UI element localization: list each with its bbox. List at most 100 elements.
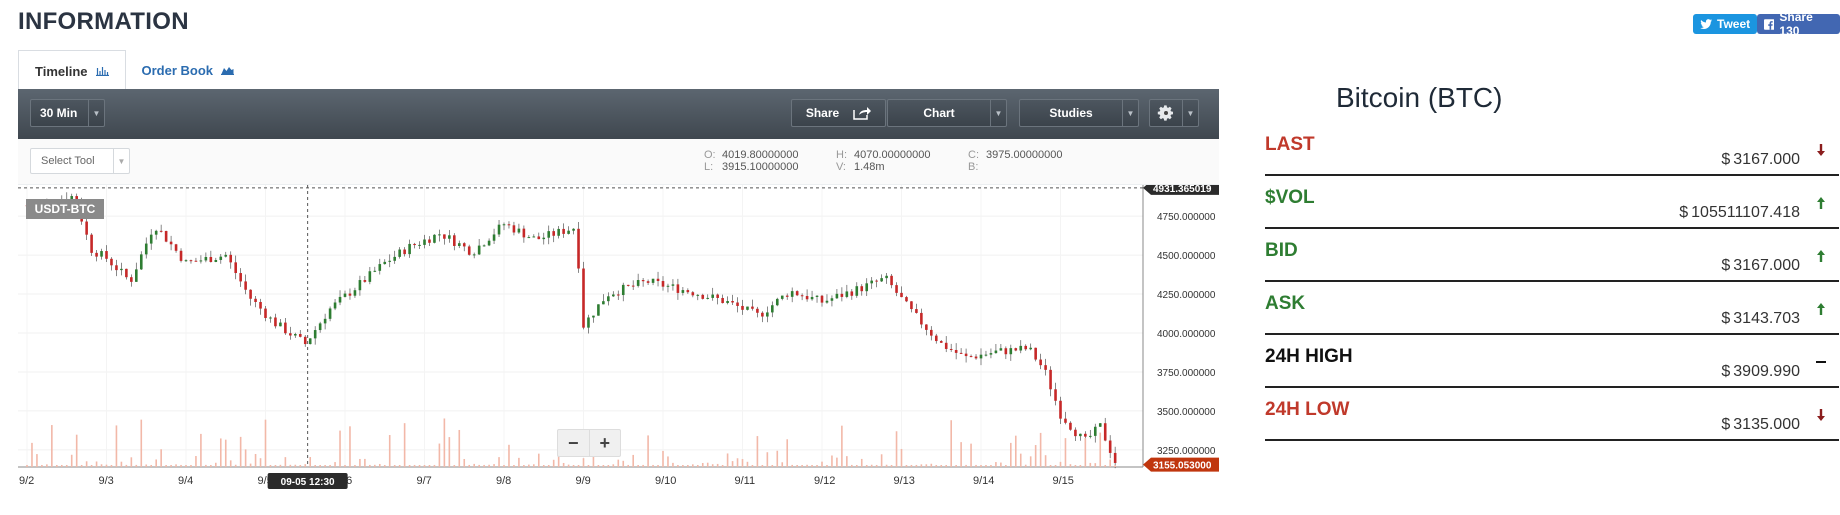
volume-bar: [513, 464, 515, 467]
y-tick-label: 4250.000000: [1157, 290, 1216, 301]
candle-body: [865, 283, 869, 292]
volume-bar: [473, 463, 475, 467]
zoom-out-button[interactable]: −: [558, 430, 590, 456]
volume-bar: [930, 463, 933, 467]
chevron-down-icon: ▼: [1122, 100, 1138, 126]
y-tick-label: 4500.000000: [1157, 251, 1216, 262]
candle-body: [125, 268, 128, 278]
candle-body: [338, 296, 342, 303]
volume-bar: [627, 464, 630, 467]
volume-bar: [378, 463, 381, 467]
candle-body: [761, 312, 764, 317]
interval-dropdown[interactable]: 30 Min ▼: [30, 99, 105, 127]
volume-bar: [80, 464, 83, 467]
chevron-down-icon: ▼: [113, 149, 129, 173]
share-button[interactable]: Share: [791, 99, 886, 127]
share-icon: [853, 107, 872, 120]
volume-bar: [746, 461, 749, 467]
candle-body: [234, 262, 237, 274]
volume-bar: [1059, 461, 1062, 467]
volume-bar: [210, 465, 212, 467]
candle-body: [438, 234, 441, 236]
candle-body: [934, 335, 938, 342]
x-tick-label: 9/3: [99, 475, 114, 487]
candle-body: [239, 273, 242, 282]
market-title: Bitcoin (BTC): [1336, 82, 1503, 113]
volume-bar: [831, 455, 833, 467]
tweet-button[interactable]: Tweet: [1693, 14, 1758, 34]
volume-bar: [617, 459, 620, 467]
volume-bar: [597, 464, 600, 467]
facebook-share-button[interactable]: Share 130: [1757, 10, 1840, 38]
stat-label: $VOL: [1265, 187, 1315, 208]
candle-body: [453, 235, 456, 246]
volume-bar: [612, 464, 615, 467]
ohlc-close-b: C: 3975.00000000 B:: [968, 149, 1063, 173]
select-tool-dropdown[interactable]: Select Tool ▼: [30, 148, 130, 174]
candle-body: [144, 243, 148, 255]
candle-body: [249, 289, 252, 299]
tab-order-book[interactable]: Order Book: [126, 50, 251, 90]
symbol-tag: [26, 199, 104, 219]
stat-label: 24H HIGH: [1265, 346, 1353, 367]
facebook-share-label: Share 130: [1779, 10, 1813, 38]
candlestick-plot[interactable]: 4750.000000 4500.000000 4250.000000 4000.00…: [18, 185, 1219, 497]
candle-body: [139, 254, 143, 270]
settings-dropdown[interactable]: ▼: [1149, 99, 1199, 127]
candle-body: [472, 254, 476, 256]
y-tick-label: 4750.000000: [1157, 212, 1216, 223]
volume-bar: [1014, 435, 1017, 467]
volume-bar: [855, 464, 858, 467]
candle-body: [616, 294, 620, 296]
volume-bar: [920, 464, 923, 467]
volume-bar: [1084, 438, 1087, 467]
chart-type-dropdown[interactable]: Chart ▼: [887, 99, 1007, 127]
volume-bar: [249, 463, 252, 467]
candle-body: [602, 301, 605, 305]
candle-body: [1103, 423, 1107, 441]
twitter-icon: [1700, 19, 1712, 29]
volume-bar: [955, 464, 957, 467]
volume-bar: [547, 464, 550, 467]
volume-bar: [478, 464, 480, 467]
candle-body: [298, 334, 302, 337]
price-chart[interactable]: Select Tool ▼ O: 4019.80000000 L: 3915.100…: [18, 139, 1219, 497]
volume-bar: [523, 465, 525, 467]
volume-bar: [329, 464, 331, 467]
candle-body: [850, 291, 854, 296]
volume-bar: [960, 442, 962, 467]
tab-timeline[interactable]: Timeline: [18, 50, 126, 91]
x-tick-label: 9/10: [655, 475, 676, 487]
volume-bar: [145, 464, 148, 467]
volume-bar: [85, 461, 88, 467]
candle-body: [537, 236, 541, 240]
candle-body: [686, 290, 690, 293]
volume-bar: [662, 450, 664, 467]
candle-body: [721, 297, 724, 304]
candle-body: [756, 308, 759, 313]
candle-body: [120, 268, 123, 271]
ohlc-high-volume: H: 4070.00000000 V: 1.48m: [836, 149, 931, 173]
interval-label: 30 Min: [40, 106, 78, 120]
candle-body: [567, 230, 570, 234]
volume-bar: [1049, 465, 1052, 467]
tab-order-book-label: Order Book: [141, 62, 214, 78]
volume-bar: [95, 461, 98, 467]
volume-bar: [637, 464, 639, 467]
x-tick-label: 9/15: [1053, 475, 1074, 487]
volume-bar: [244, 449, 247, 467]
volume-bar: [975, 464, 977, 467]
candle-body: [771, 305, 774, 313]
candle-body: [303, 336, 307, 345]
studies-dropdown[interactable]: Studies ▼: [1019, 99, 1139, 127]
candle-body: [1049, 369, 1052, 390]
volume-bar: [289, 464, 292, 467]
candle-body: [209, 256, 213, 262]
select-tool-label: Select Tool: [41, 155, 95, 167]
volume-bar: [364, 458, 366, 467]
volume-bar: [692, 464, 694, 467]
volume-bar: [90, 464, 93, 467]
candle-body: [358, 280, 362, 291]
zoom-in-button[interactable]: +: [599, 432, 610, 453]
candle-body: [164, 230, 168, 242]
